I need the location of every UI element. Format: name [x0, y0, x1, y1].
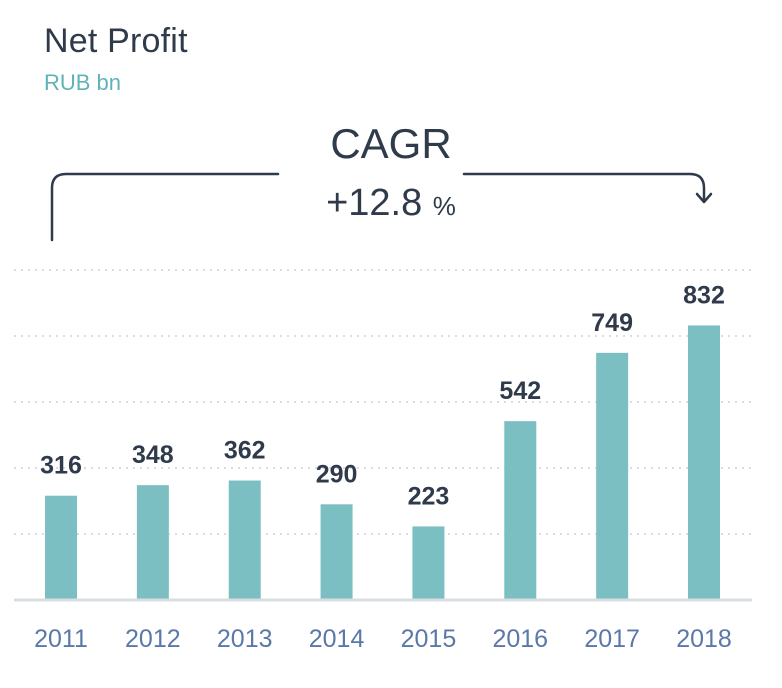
bar-2014 [320, 504, 353, 600]
data-label-2011: 316 [40, 452, 82, 480]
data-label-2018: 832 [683, 281, 725, 309]
bar-2018 [688, 325, 720, 600]
data-label-2014: 290 [316, 460, 358, 488]
cagr-bracket-left [50, 172, 280, 242]
bar-2016 [504, 421, 537, 600]
x-tick-label-2016: 2016 [492, 625, 548, 653]
cagr-bracket-right [462, 172, 706, 202]
cagr-value: +12.8 [326, 182, 423, 224]
cagr-unit: % [432, 191, 456, 221]
bar-2013 [228, 480, 261, 600]
cagr-label: CAGR [330, 120, 452, 167]
data-label-2013: 362 [224, 437, 266, 465]
x-tick-label-2013: 2013 [217, 625, 273, 653]
chart-subtitle: RUB bn [44, 70, 122, 95]
x-tick-label-2014: 2014 [309, 625, 365, 653]
bar-2012 [136, 485, 169, 600]
x-tick-label-2015: 2015 [401, 625, 457, 653]
bar-2011 [45, 495, 77, 600]
bar-2015 [412, 526, 445, 600]
cagr-arrow-icon [695, 192, 713, 204]
data-label-2015: 223 [408, 482, 450, 510]
data-label-2012: 348 [132, 441, 174, 469]
bar-2017 [596, 352, 629, 600]
x-tick-label-2011: 2011 [34, 625, 88, 653]
data-label-2017: 749 [591, 309, 633, 337]
x-tick-label-2018: 2018 [676, 625, 732, 653]
x-tick-label-2012: 2012 [125, 625, 181, 653]
cagr-value-line: +12.8 % [0, 182, 782, 225]
x-tick-label-2017: 2017 [584, 625, 640, 653]
chart-title: Net Profit [44, 22, 188, 60]
data-label-2016: 542 [499, 377, 541, 405]
